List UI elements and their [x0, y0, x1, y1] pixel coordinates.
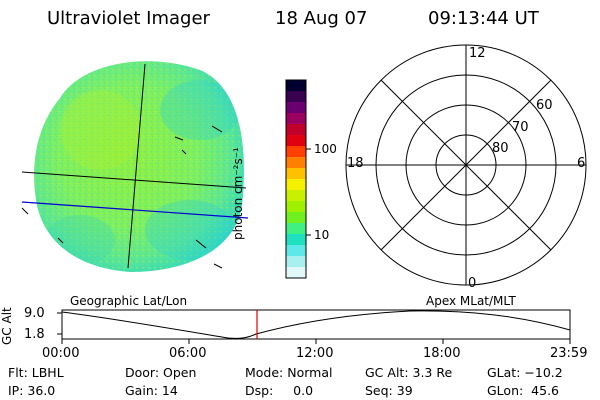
color-bar-segment: [286, 91, 306, 103]
meridian-line: [127, 63, 146, 269]
altitude-xtick: 06:00: [169, 346, 207, 361]
uv-image: [21, 61, 249, 272]
color-bar-segment: [286, 212, 306, 224]
colorbar-tick-100: 100: [314, 142, 337, 156]
colorbar-tick-10: 10: [314, 228, 330, 242]
altitude-ytick-low: 1.8: [24, 327, 45, 342]
altitude-x-ticks: [61, 339, 571, 344]
mlt-line-diag2: [380, 79, 552, 251]
color-bar-segment: [286, 157, 306, 169]
altitude-ylabel: GC Alt: [0, 307, 14, 345]
color-bar-segment: [286, 234, 306, 246]
dsp-info: Dsp: 0.0: [245, 383, 314, 398]
lat-label-60: 60: [536, 98, 553, 113]
coast-fragment: [211, 125, 223, 133]
glat-info: GLat: −10.2: [487, 365, 563, 380]
altitude-curve: [61, 310, 571, 339]
color-bar-segment: [286, 146, 306, 158]
color-bar-segment: [286, 223, 306, 235]
lat-label-80: 80: [492, 141, 509, 156]
altitude-xtick: 00:00: [42, 346, 80, 361]
color-bar-segment: [286, 113, 306, 125]
door-info: Door: Open: [125, 365, 197, 380]
seq-info: Seq: 39: [365, 383, 413, 398]
color-bar-segment: [286, 245, 306, 257]
color-bar-segment: [286, 102, 306, 114]
color-bar-frame: [285, 79, 307, 279]
latitude-line: [21, 171, 247, 189]
gcalt-info: GC Alt: 3.3 Re: [365, 365, 453, 380]
mlt-label-6: 6: [577, 156, 586, 171]
color-bar: [286, 80, 306, 279]
mode-info: Mode: Normal: [245, 365, 333, 380]
equator-line: [21, 201, 249, 219]
gain-info: Gain: 14: [125, 383, 178, 398]
polar-plot: [345, 44, 587, 286]
time-label: 09:13:44 UT: [428, 8, 539, 29]
filter-info: Flt: LBHL: [8, 365, 64, 380]
mlt-label-18: 18: [347, 156, 364, 171]
mlt-label-12: 12: [469, 46, 486, 61]
date-label: 18 Aug 07: [275, 8, 368, 29]
apex-label: Apex MLat/MLT: [426, 294, 516, 308]
altitude-xtick: 12:00: [296, 346, 334, 361]
mlt-label-0: 0: [468, 276, 477, 291]
color-bar-segment: [286, 124, 306, 136]
color-bar-segment: [286, 201, 306, 213]
ip-info: IP: 36.0: [8, 383, 56, 398]
color-bar-segment: [286, 190, 306, 202]
colorbar-unit-label: photon cm⁻²s⁻¹: [231, 147, 245, 240]
altitude-xtick: 18:00: [423, 346, 461, 361]
color-bar-segment: [286, 179, 306, 191]
color-bar-segment: [286, 168, 306, 180]
glon-info: GLon: 45.6: [487, 383, 559, 398]
color-bar-segment: [286, 256, 306, 268]
app-title: Ultraviolet Imager: [47, 8, 210, 29]
altitude-ytick-high: 9.0: [24, 306, 45, 321]
altitude-xtick: 23:59: [550, 346, 588, 361]
color-bar-segment: [286, 80, 306, 92]
color-bar-segment: [286, 267, 306, 279]
altitude-plot-frame: [61, 309, 571, 340]
lat-label-70: 70: [512, 120, 529, 135]
geographic-label: Geographic Lat/Lon: [70, 294, 188, 308]
color-bar-segment: [286, 135, 306, 147]
